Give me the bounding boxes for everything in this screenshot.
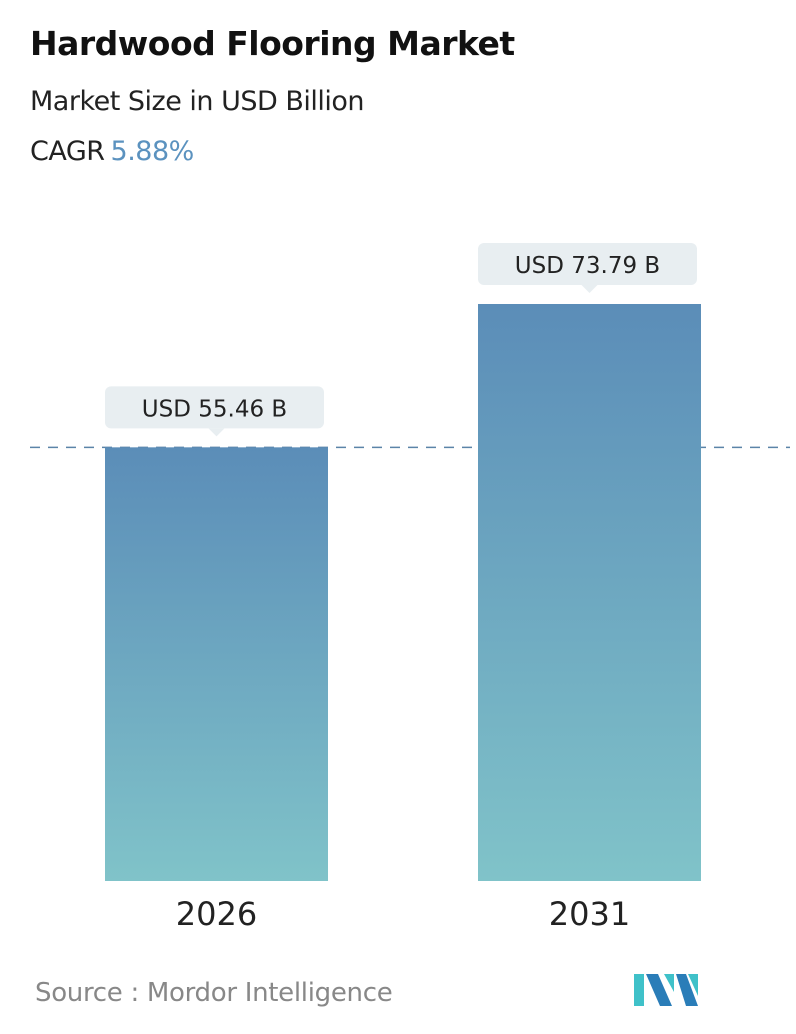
source-text: Source : Mordor Intelligence bbox=[35, 978, 393, 1008]
x-tick-label: 2031 bbox=[549, 895, 630, 933]
bar-chart: USD 55.46 B 2026 USD 73.79 B 2031 bbox=[30, 243, 790, 933]
cagr-value: 5.88% bbox=[110, 136, 195, 167]
data-label-box bbox=[478, 243, 697, 285]
bar-2026 bbox=[105, 447, 328, 881]
chart-subtitle: Market Size in USD Billion bbox=[30, 86, 365, 117]
data-label: USD 55.46 B bbox=[142, 396, 287, 422]
mordor-intelligence-logo bbox=[634, 974, 698, 1006]
cagr: CAGR 5.88% bbox=[30, 136, 194, 167]
data-label-pointer bbox=[581, 285, 598, 293]
data-label-pointer bbox=[208, 428, 225, 437]
bar-2031 bbox=[478, 304, 701, 881]
cagr-label: CAGR bbox=[30, 136, 105, 167]
chart-title: Hardwood Flooring Market bbox=[30, 24, 515, 63]
data-label-box bbox=[105, 386, 324, 429]
x-tick-label: 2026 bbox=[176, 895, 257, 933]
data-label: USD 73.79 B bbox=[515, 253, 660, 279]
